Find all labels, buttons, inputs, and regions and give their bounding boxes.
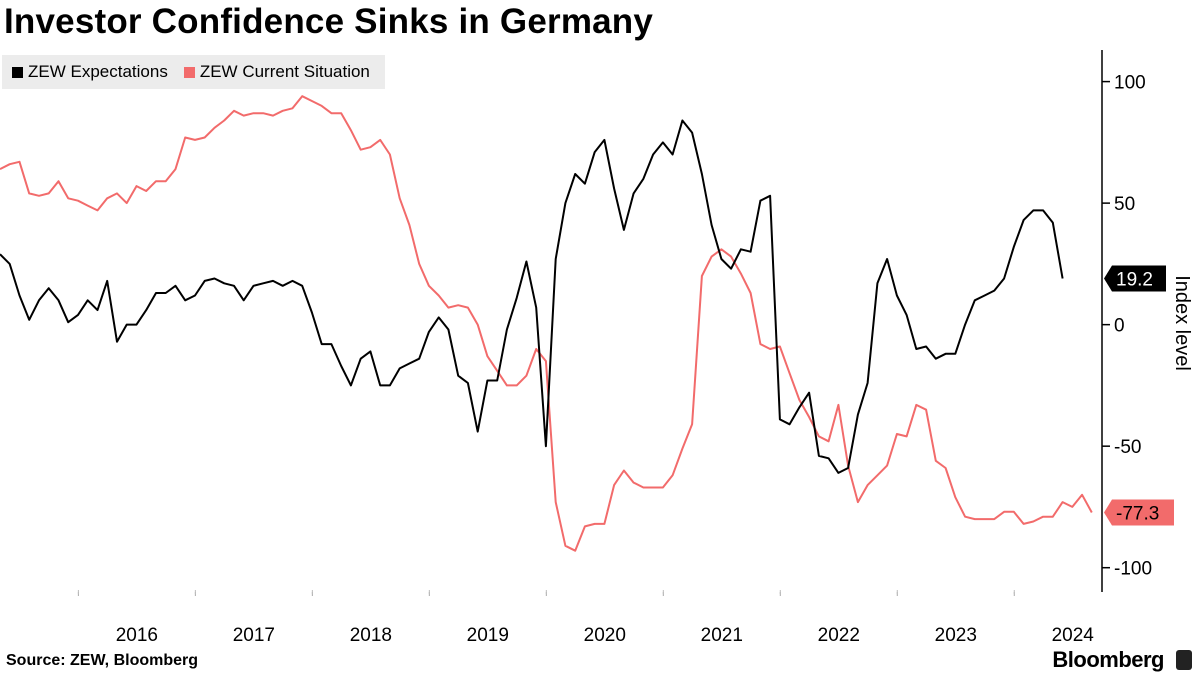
legend-label-expectations: ZEW Expectations — [28, 62, 168, 81]
y-axis-label: Index level — [1171, 275, 1193, 371]
x-tick-label: 2017 — [233, 625, 275, 646]
x-tick-label: 2022 — [818, 625, 860, 646]
y-tick-label: 100 — [1114, 73, 1146, 94]
end-label-box-current — [1104, 499, 1174, 526]
year-gridlines — [77, 590, 1015, 596]
x-tick-label: 2020 — [584, 625, 626, 646]
x-tick-label: 2024 — [1052, 625, 1095, 646]
end-label-current: -77.3 — [1116, 504, 1159, 525]
x-tick-label: 2016 — [116, 625, 158, 646]
legend-item-current: ZEW Current Situation — [183, 62, 370, 82]
y-tick-label: 0 — [1114, 316, 1125, 337]
x-axis: 2016 2017 2018 2019 2020 2021 2022 2023 2024 — [116, 625, 1095, 646]
source-note: Source: ZEW, Bloomberg — [6, 652, 199, 669]
end-label-box-expectations — [1104, 265, 1166, 292]
x-tick-label: 2019 — [467, 625, 509, 646]
series-line-expectations — [0, 119, 1064, 474]
y-tick-label: -100 — [1114, 559, 1152, 580]
chart-title: Investor Confidence Sinks in Germany — [4, 2, 654, 41]
x-tick-label: 2021 — [701, 625, 743, 646]
brand-mark-icon — [1176, 650, 1192, 670]
legend-label-current: ZEW Current Situation — [199, 62, 370, 81]
y-axis: 100 50 0 -50 -100 — [1101, 50, 1152, 592]
brand-logo: Bloomberg — [1052, 647, 1164, 672]
series-line-current — [0, 95, 1093, 552]
legend: ZEW Expectations ZEW Current Situation — [2, 55, 385, 89]
end-labels: 19.2 -77.3 — [1104, 265, 1174, 526]
legend-swatch-current — [183, 66, 195, 78]
x-tick-label: 2023 — [935, 625, 977, 646]
end-label-expectations: 19.2 — [1116, 269, 1153, 290]
x-tick-label: 2018 — [350, 625, 392, 646]
y-tick-label: 50 — [1114, 194, 1135, 215]
legend-swatch-expectations — [12, 66, 23, 78]
series-lines — [0, 95, 1093, 552]
y-tick-label: -50 — [1114, 437, 1141, 458]
legend-item-expectations: ZEW Expectations — [12, 62, 168, 82]
